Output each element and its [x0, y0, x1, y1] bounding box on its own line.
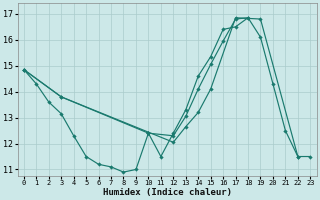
X-axis label: Humidex (Indice chaleur): Humidex (Indice chaleur) [103, 188, 232, 197]
